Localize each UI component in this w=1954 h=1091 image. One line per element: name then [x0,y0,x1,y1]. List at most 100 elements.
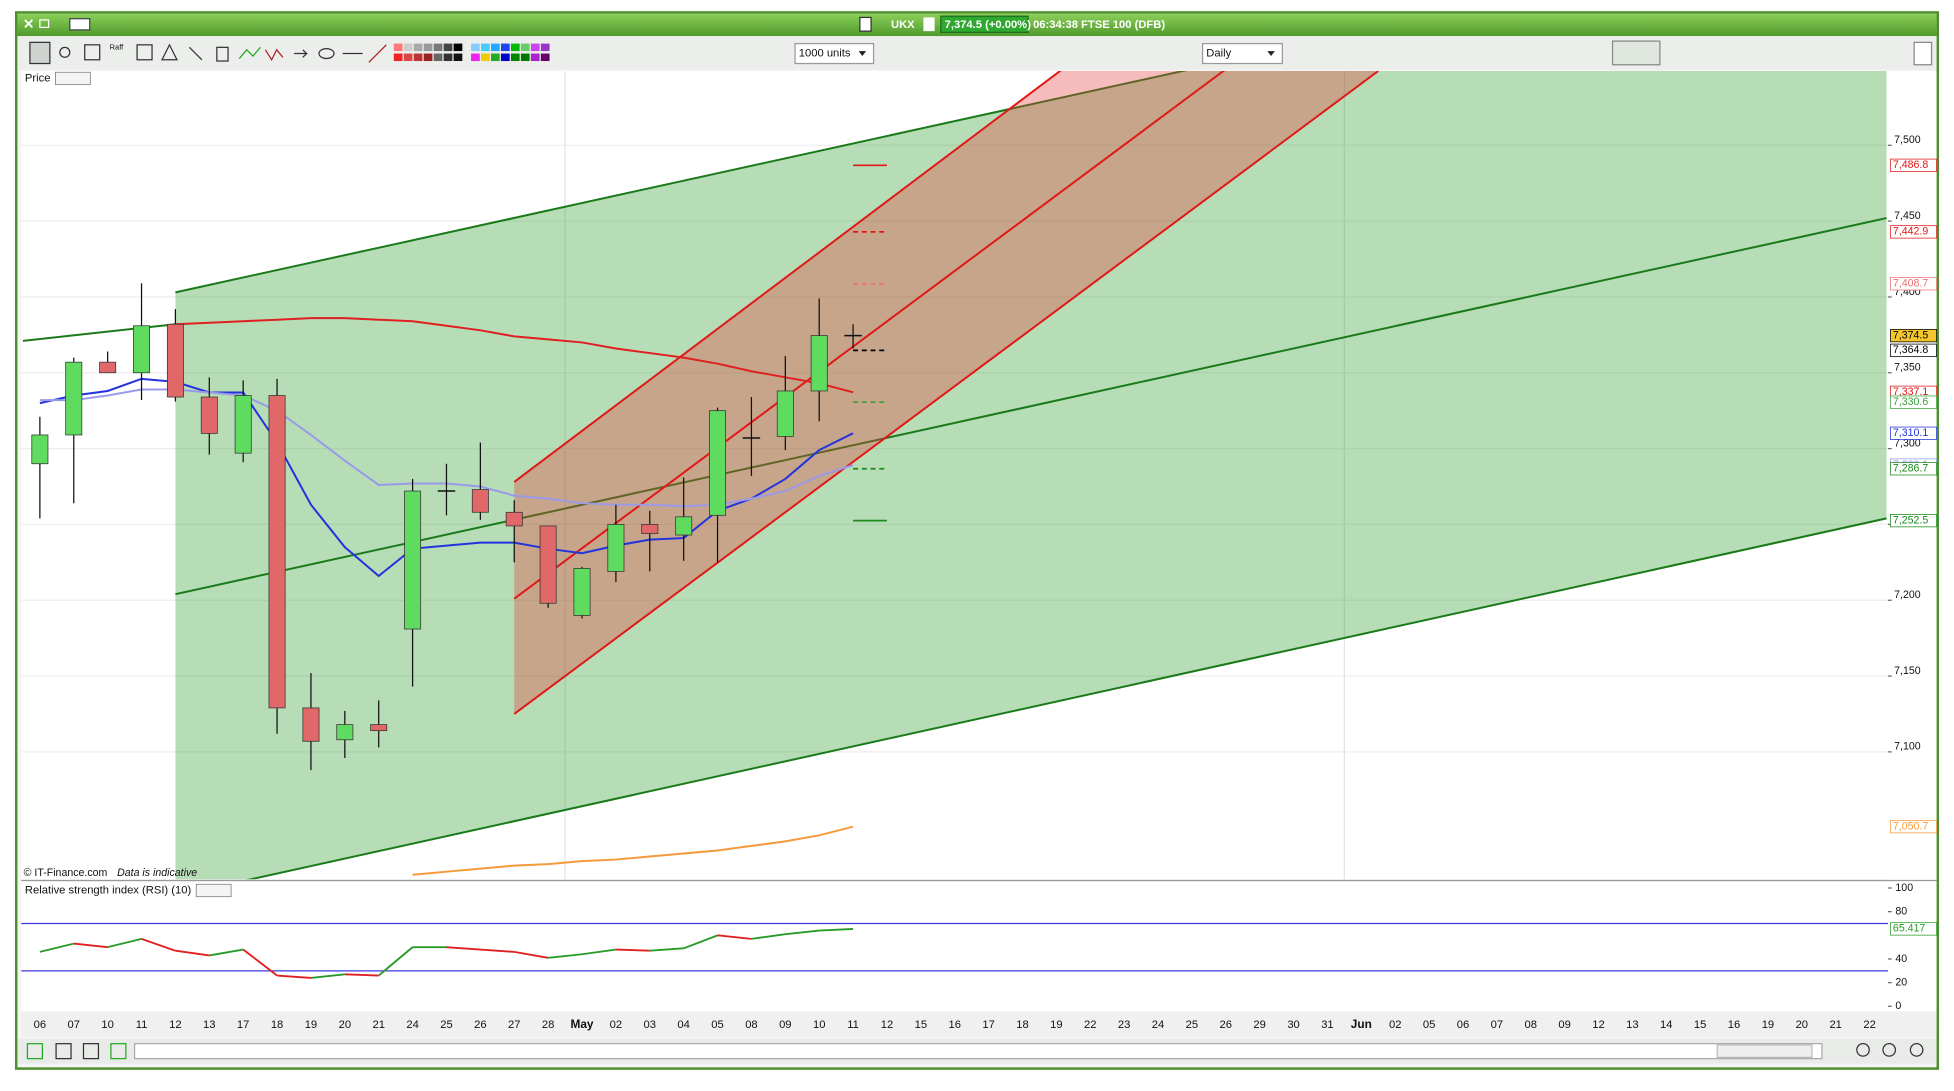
channel-line [513,70,1226,600]
rsi-segment [615,948,650,952]
scroll-thumb[interactable] [1716,1044,1813,1058]
moving-average [175,317,854,394]
level-label: 7,442.9 [1893,226,1928,238]
candle-body [336,724,354,741]
window-controls[interactable] [24,18,91,31]
x-tick-label: 13 [203,1019,215,1031]
rsi-value-box [1890,922,1937,936]
candle-body [607,524,625,572]
y-tick-label: 7,350 [1894,362,1921,374]
candle-body [404,490,422,630]
x-tick-label: 08 [745,1019,757,1031]
rsi-segment [39,942,74,953]
x-tick-label: 15 [1694,1019,1706,1031]
x-tick-label: 24 [1152,1019,1164,1031]
x-tick-label: 27 [508,1019,520,1031]
x-tick-label: 06 [34,1019,46,1031]
side-button[interactable] [1913,41,1933,66]
x-tick-label: 26 [474,1019,486,1031]
level-label: 7,050.7 [1893,820,1928,832]
candle-body [810,335,828,392]
units: 1000 units [799,48,851,60]
dropdown-arrow [858,51,867,57]
raff-tool[interactable]: Raff [110,42,124,51]
phone-icon[interactable] [859,16,872,32]
panel-title: Relative strength index (RSI) (10) [25,884,192,896]
candle-body [776,390,794,437]
channel-fill [175,70,1887,880]
panel-title: Price [25,72,51,84]
x-tick-label: 23 [1118,1019,1130,1031]
x-tick-label: 16 [1728,1019,1740,1031]
x-tick-label: 05 [1423,1019,1435,1031]
level-label: 7,408.7 [1893,278,1928,290]
rsi-value-label: 65.417 [1893,923,1925,935]
rsi-segment [717,934,752,940]
x-tick-label: 18 [1016,1019,1028,1031]
level-label: 7,252.5 [1893,514,1928,526]
level-label-box [1890,395,1937,409]
level-label-box [1890,426,1937,440]
dropdown-arrow [1267,51,1275,57]
y-tick-label: 7,450 [1894,210,1921,222]
channel-line [246,517,1887,880]
session: 06:34:38 FTSE 100 (DFB) [1033,19,1165,31]
level-label-box [1890,343,1937,357]
rsi-segment [242,948,278,977]
y-tick-label: 7,100 [1894,741,1921,753]
x-tick-label: 19 [305,1019,317,1031]
panel-tools[interactable] [195,883,232,898]
info-icon[interactable] [923,17,935,32]
x-tick-label: 11 [847,1019,859,1031]
rsi-segment [141,937,176,952]
scrollbar[interactable] [133,1043,1823,1060]
x-tick-label: 19 [1762,1019,1774,1031]
overlay-labels: 7,1007,1507,2007,2507,3007,3507,4007,450… [25,71,1937,1031]
x-tick-label: 25 [1186,1019,1198,1031]
x-tick-label: 09 [779,1019,791,1031]
x-tick-label: 30 [1287,1019,1299,1031]
rsi-segment [785,929,820,936]
panel-tools[interactable] [55,71,91,86]
candle-body [302,707,320,742]
level-label-box [1890,820,1937,834]
candle-body [370,724,388,732]
candle-body [234,395,252,454]
candle-body [675,516,693,536]
level-label-box [1890,514,1937,528]
rsi-segment [514,950,549,959]
x-tick-label: 21 [372,1019,384,1031]
period-select[interactable] [1201,42,1283,65]
rsi-segment [73,942,108,949]
level-label: 7,374.5 [1893,329,1928,341]
y-tick-label: 7,200 [1894,589,1921,601]
quote-box [940,15,1029,34]
candle-body [99,361,117,374]
candle-body [471,489,489,513]
rsi-segment [649,947,684,952]
x-tick-label: 06 [1457,1019,1469,1031]
x-tick-label: 12 [881,1019,893,1031]
channel-line [513,70,1379,715]
period: Daily [1206,48,1231,60]
candle-body [65,361,83,436]
x-tick-label: 10 [101,1019,113,1031]
x-tick-label: 08 [1525,1019,1537,1031]
x-tick-label: 07 [68,1019,80,1031]
x-tick-label: 29 [1253,1019,1265,1031]
quote: 7,374.5 (+0.00%) [945,19,1032,31]
y-tick-label: 40 [1895,953,1907,965]
color-palette[interactable] [393,43,550,62]
units-select[interactable] [794,42,875,65]
y-tick-label: 7,300 [1894,437,1921,449]
rsi-plot [21,922,1888,979]
footer-tools[interactable] [26,1043,1924,1060]
indicator-button[interactable] [1611,40,1661,66]
level-label: 7,486.8 [1893,159,1928,171]
rsi-segment [107,937,142,949]
level-label-box [1890,277,1937,291]
level-label: 7,286.7 [1893,463,1928,475]
x-tick-label: 22 [1084,1019,1096,1031]
drawing-tools[interactable] [29,41,387,65]
rsi-segment [209,948,244,957]
